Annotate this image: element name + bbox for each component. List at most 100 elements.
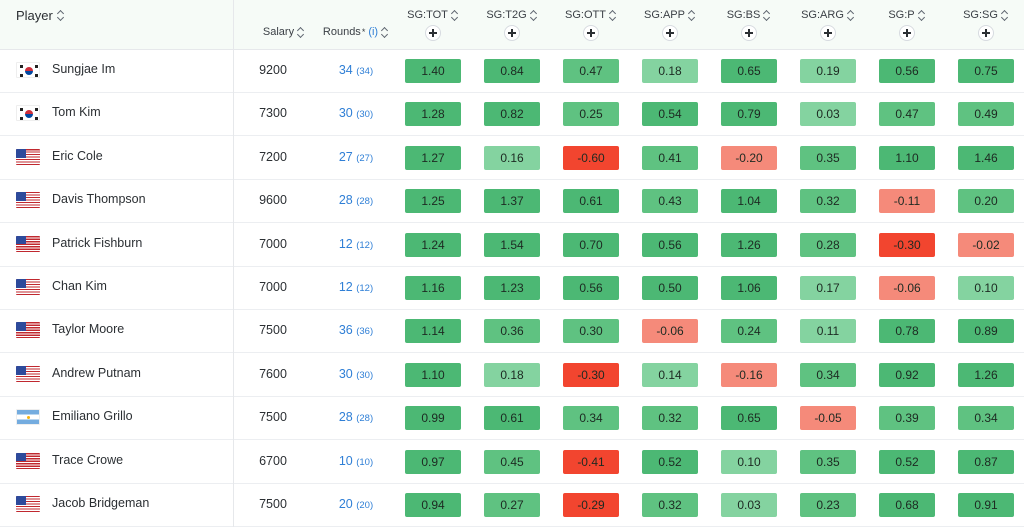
rounds-value[interactable]: 12 (12) bbox=[316, 280, 396, 294]
stat-column-header[interactable]: SG:P bbox=[875, 0, 939, 49]
stat-cell: 0.03 bbox=[800, 102, 856, 127]
sort-icon[interactable] bbox=[688, 10, 696, 21]
salary-value: 9200 bbox=[259, 63, 287, 77]
salary-column-header[interactable]: Salary bbox=[234, 26, 334, 38]
add-column-icon[interactable] bbox=[425, 25, 441, 41]
stat-column-header[interactable]: SG:ARG bbox=[796, 0, 860, 49]
stat-cell: 0.25 bbox=[563, 102, 619, 127]
stat-column-header[interactable]: SG:OTT bbox=[559, 0, 623, 49]
player-name[interactable]: Patrick Fishburn bbox=[52, 235, 143, 250]
rounds-value[interactable]: 27 (27) bbox=[316, 150, 396, 164]
stat-cell: 0.10 bbox=[721, 449, 777, 474]
rounds-count: 20 bbox=[338, 497, 353, 511]
stat-cell: 0.65 bbox=[721, 59, 777, 83]
player-header-label: Player bbox=[16, 8, 53, 23]
sort-icon[interactable] bbox=[530, 10, 538, 21]
salary-value: 7000 bbox=[259, 236, 287, 251]
table-row[interactable]: Tom Kim 7300 30 (30) 1.28 0.82 0.25 0.54 0.79 0.… bbox=[0, 92, 1024, 137]
rounds-sub: (34) bbox=[356, 66, 374, 77]
salary-value: 7300 bbox=[259, 106, 287, 121]
sort-icon[interactable] bbox=[1001, 10, 1009, 21]
stat-column-header[interactable]: SG:SG bbox=[954, 0, 1018, 49]
add-column-icon[interactable] bbox=[504, 25, 520, 41]
table-row[interactable]: Chan Kim 7000 12 (12) 1.16 1.23 0.56 0.50 1.06 0… bbox=[0, 266, 1024, 310]
rounds-count: 12 bbox=[338, 280, 353, 294]
stat-cell: -0.06 bbox=[642, 319, 698, 344]
rounds-value[interactable]: 12 (12) bbox=[316, 237, 396, 251]
stat-column-header[interactable]: SG:TOT bbox=[401, 0, 465, 49]
stat-cell: 0.82 bbox=[484, 102, 540, 127]
sort-icon[interactable] bbox=[297, 27, 305, 38]
player-name[interactable]: Jacob Bridgeman bbox=[52, 496, 150, 510]
player-name[interactable]: Taylor Moore bbox=[52, 322, 125, 337]
rounds-value[interactable]: 10 (10) bbox=[316, 454, 396, 468]
rounds-value[interactable]: 30 (30) bbox=[316, 367, 396, 381]
add-column-icon[interactable] bbox=[899, 25, 915, 41]
stat-column-header[interactable]: SG:BS bbox=[717, 0, 781, 49]
rounds-sub: (36) bbox=[356, 326, 374, 338]
player-name[interactable]: Davis Thompson bbox=[52, 192, 146, 207]
sort-icon[interactable] bbox=[451, 10, 459, 21]
stat-cell: 0.50 bbox=[642, 276, 698, 300]
player-name[interactable]: Sungjae Im bbox=[52, 62, 116, 76]
stat-cell: 0.56 bbox=[563, 276, 619, 300]
stat-cell: 0.14 bbox=[642, 362, 698, 387]
sort-icon[interactable] bbox=[381, 27, 389, 38]
table-row[interactable]: Emiliano Grillo 7500 28 (28) 0.99 0.61 0.34 0.… bbox=[0, 396, 1024, 441]
stat-column-header[interactable]: SG:T2G bbox=[480, 0, 544, 49]
add-column-icon[interactable] bbox=[662, 25, 678, 41]
rounds-column-header[interactable]: Rounds * (i) bbox=[314, 26, 398, 38]
add-column-icon[interactable] bbox=[820, 25, 836, 41]
rounds-value[interactable]: 28 (28) bbox=[316, 193, 396, 207]
table-row[interactable]: Trace Crowe 6700 10 (10) 0.97 0.45 -0.41 0.52 0… bbox=[0, 440, 1024, 484]
stat-cell: 0.35 bbox=[800, 449, 856, 474]
table-row[interactable]: Eric Cole 7200 27 (27) 1.27 0.16 -0.60 0.41 -0.… bbox=[0, 136, 1024, 180]
stat-cell: 0.84 bbox=[484, 59, 540, 83]
stat-cell: 0.52 bbox=[879, 449, 935, 474]
stat-cell: 0.03 bbox=[721, 493, 777, 517]
player-name[interactable]: Trace Crowe bbox=[52, 452, 124, 467]
table-row[interactable]: Andrew Putnam 7600 30 (30) 1.10 0.18 -0.30 0.1… bbox=[0, 353, 1024, 397]
table-row[interactable]: Patrick Fishburn 7000 12 (12) 1.24 1.54 0.70 0… bbox=[0, 223, 1024, 267]
table-row[interactable]: Sungjae Im 9200 34 (34) 1.40 0.84 0.47 0.18 0.6… bbox=[0, 49, 1024, 93]
rounds-sub: (20) bbox=[356, 500, 374, 511]
stat-column-header[interactable]: SG:APP bbox=[638, 0, 702, 49]
salary-value: 7200 bbox=[259, 149, 287, 164]
table-header: Player Salary Rounds * (i) SG:TOT SG:T2G SG… bbox=[0, 0, 1024, 50]
sort-icon[interactable] bbox=[918, 10, 926, 21]
stat-cell: 0.32 bbox=[800, 189, 856, 214]
rounds-value[interactable]: 28 (28) bbox=[316, 410, 396, 424]
table-row[interactable]: Taylor Moore 7500 36 (36) 1.14 0.36 0.30 -0.06… bbox=[0, 309, 1024, 354]
stat-cell: 0.18 bbox=[642, 59, 698, 83]
sort-icon[interactable] bbox=[609, 10, 617, 21]
rounds-value[interactable]: 36 (36) bbox=[316, 323, 396, 337]
stat-cell: 0.89 bbox=[958, 319, 1014, 344]
player-column-header[interactable]: Player bbox=[16, 8, 65, 23]
info-icon[interactable]: (i) bbox=[368, 26, 379, 38]
sort-icon[interactable] bbox=[763, 10, 771, 21]
rounds-value[interactable]: 34 (34) bbox=[316, 63, 396, 77]
sort-icon[interactable] bbox=[847, 10, 855, 21]
rounds-sub: (28) bbox=[356, 196, 374, 208]
stat-cell: 1.40 bbox=[405, 59, 461, 83]
rounds-count: 27 bbox=[338, 149, 353, 164]
add-column-icon[interactable] bbox=[583, 25, 599, 41]
rounds-count: 10 bbox=[338, 453, 353, 468]
player-name[interactable]: Eric Cole bbox=[52, 148, 103, 163]
player-name[interactable]: Andrew Putnam bbox=[52, 365, 141, 380]
add-column-icon[interactable] bbox=[741, 25, 757, 41]
stat-cell: 1.54 bbox=[484, 232, 540, 257]
rounds-value[interactable]: 20 (20) bbox=[316, 497, 396, 511]
table-row[interactable]: Davis Thompson 9600 28 (28) 1.25 1.37 0.61 0.4… bbox=[0, 179, 1024, 224]
table-row[interactable]: Jacob Bridgeman 7500 20 (20) 0.94 0.27 -0.29 0… bbox=[0, 483, 1024, 527]
flag-south-korea-icon bbox=[16, 105, 40, 122]
rounds-value[interactable]: 30 (30) bbox=[316, 106, 396, 120]
flag-usa-icon bbox=[16, 148, 40, 165]
player-name[interactable]: Chan Kim bbox=[52, 279, 107, 293]
player-name[interactable]: Emiliano Grillo bbox=[52, 409, 133, 424]
add-column-icon[interactable] bbox=[978, 25, 994, 41]
sort-icon[interactable] bbox=[57, 10, 65, 21]
stat-cell: 1.23 bbox=[484, 276, 540, 300]
player-name[interactable]: Tom Kim bbox=[52, 105, 101, 120]
stat-cell: -0.11 bbox=[879, 189, 935, 214]
